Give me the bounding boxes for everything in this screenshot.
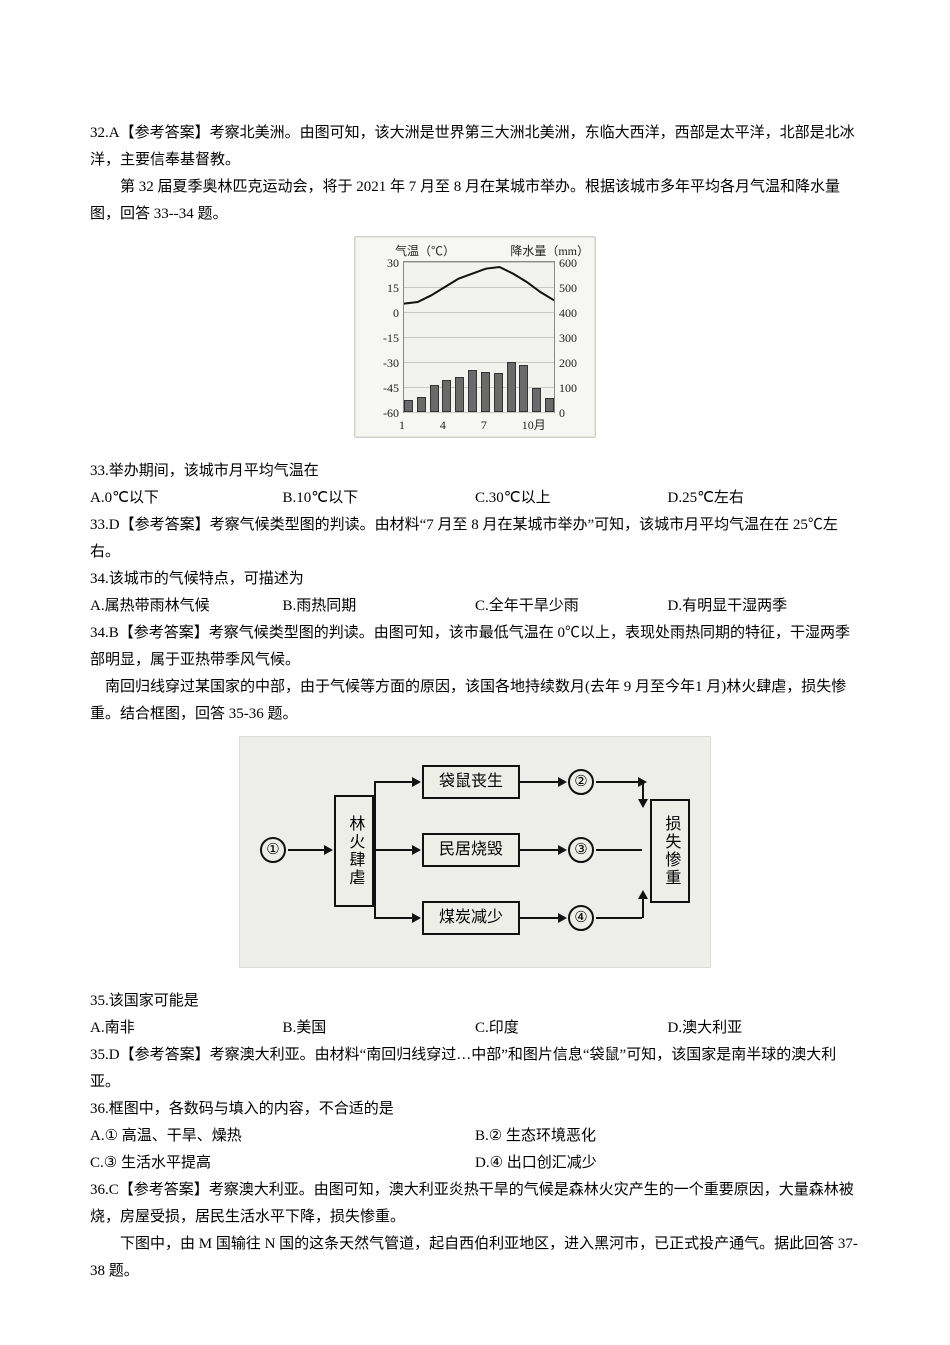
q33-opt-a[interactable]: A.0℃以下 [90,485,283,512]
q33-answer: 33.D【参考答案】考察气候类型图的判读。由材料“7 月至 8 月在某城市举办”… [90,512,860,566]
q36-answer: 36.C【参考答案】考察澳大利亚。由图可知，澳大利亚炎热干旱的气候是森林火灾产生… [90,1177,860,1231]
q35-opt-a[interactable]: A.南非 [90,1015,283,1042]
flow-diagram: ①林火肆虐袋鼠丧生民居烧毁煤炭减少②③④损失惨重 [239,736,711,968]
intro-35-36: 南回归线穿过某国家的中部，由于气候等方面的原因，该国各地持续数月(去年 9 月至… [90,674,860,728]
q36-opt-d[interactable]: D.④ 出口创汇减少 [475,1150,860,1177]
climate-chart: 气温（℃） 降水量（mm） 30600155000400-15300-30200… [354,236,596,438]
q33-opt-c[interactable]: C.30℃以上 [475,485,668,512]
q34-opt-a[interactable]: A.属热带雨林气候 [90,593,283,620]
q35-opt-b[interactable]: B.美国 [283,1015,476,1042]
climate-chart-figure: 气温（℃） 降水量（mm） 30600155000400-15300-30200… [90,236,860,448]
q35-answer: 35.D【参考答案】考察澳大利亚。由材料“南回归线穿过…中部”和图片信息“袋鼠”… [90,1042,860,1096]
climate-plot-area [403,261,555,413]
q33-opt-b[interactable]: B.10℃以下 [283,485,476,512]
q36-opt-c[interactable]: C.③ 生活水平提高 [90,1150,475,1177]
q36-options-row2: C.③ 生活水平提高 D.④ 出口创汇减少 [90,1150,860,1177]
climate-left-title: 气温（℃） [395,241,455,263]
q34-opt-b[interactable]: B.雨热同期 [283,593,476,620]
q33-opt-d[interactable]: D.25℃左右 [668,485,861,512]
q34-opt-c[interactable]: C.全年干旱少雨 [475,593,668,620]
flow-diagram-figure: ①林火肆虐袋鼠丧生民居烧毁煤炭减少②③④损失惨重 [90,736,860,978]
q34-stem: 34.该城市的气候特点，可描述为 [90,566,860,593]
q36-opt-b[interactable]: B.② 生态环境恶化 [475,1123,860,1150]
q36-options-row1: A.① 高温、干旱、燥热 B.② 生态环境恶化 [90,1123,860,1150]
q35-opt-c[interactable]: C.印度 [475,1015,668,1042]
q33-stem: 33.举办期间，该城市月平均气温在 [90,458,860,485]
q35-options: A.南非 B.美国 C.印度 D.澳大利亚 [90,1015,860,1042]
q35-opt-d[interactable]: D.澳大利亚 [668,1015,861,1042]
q34-opt-d[interactable]: D.有明显干湿两季 [668,593,861,620]
q36-opt-a[interactable]: A.① 高温、干旱、燥热 [90,1123,475,1150]
q34-answer: 34.B【参考答案】考察气候类型图的判读。由图可知，该市最低气温在 0℃以上，表… [90,620,860,674]
intro-33-34: 第 32 届夏季奥林匹克运动会，将于 2021 年 7 月至 8 月在某城市举办… [90,174,860,228]
q36-stem: 36.框图中，各数码与填入的内容，不合适的是 [90,1096,860,1123]
q33-options: A.0℃以下 B.10℃以下 C.30℃以上 D.25℃左右 [90,485,860,512]
q32-answer: 32.A【参考答案】考察北美洲。由图可知，该大洲是世界第三大洲北美洲，东临大西洋… [90,120,860,174]
intro-37-38: 下图中，由 M 国输往 N 国的这条天然气管道，起自西伯利亚地区，进入黑河市，已… [90,1231,860,1285]
q35-stem: 35.该国家可能是 [90,988,860,1015]
q34-options: A.属热带雨林气候 B.雨热同期 C.全年干旱少雨 D.有明显干湿两季 [90,593,860,620]
